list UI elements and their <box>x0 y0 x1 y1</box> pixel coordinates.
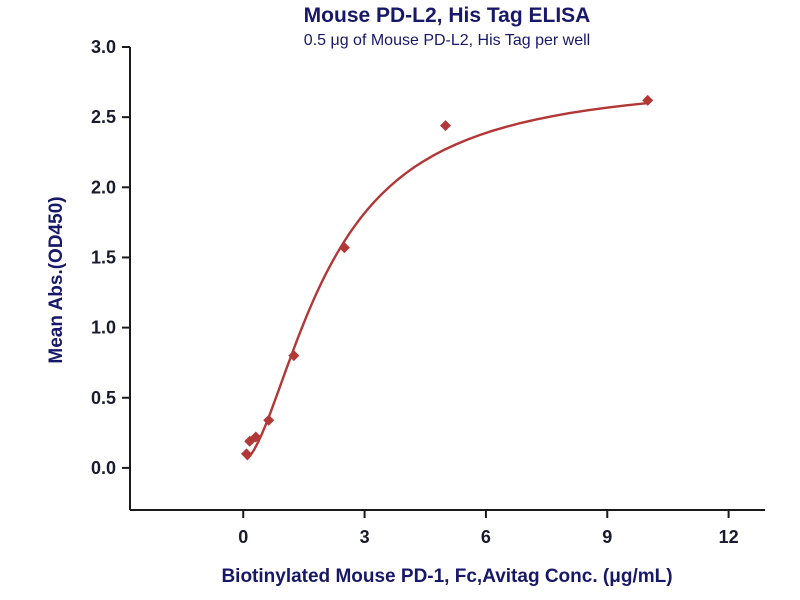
y-tick-label: 0.5 <box>91 388 116 408</box>
y-axis-label: Mean Abs.(OD450) <box>46 196 67 364</box>
y-tick-label: 2.0 <box>91 177 116 197</box>
x-axis-label: Biotinylated Mouse PD-1, Fc,Avitag Conc.… <box>221 566 673 587</box>
data-point-marker <box>250 431 262 443</box>
x-tick-label: 6 <box>481 527 491 547</box>
x-tick-label: 12 <box>719 527 739 547</box>
x-tick-label: 0 <box>238 527 248 547</box>
data-point-marker <box>338 242 350 254</box>
chart-title: Mouse PD-L2, His Tag ELISA <box>303 4 591 27</box>
data-point-marker <box>439 120 451 132</box>
data-point-marker <box>240 448 252 460</box>
y-tick-label: 2.5 <box>91 107 116 127</box>
data-point-marker <box>288 350 300 362</box>
y-tick-label: 1.5 <box>91 247 116 267</box>
y-tick-label: 3.0 <box>91 37 116 57</box>
data-point-marker <box>642 94 654 106</box>
chart-subtitle: 0.5 μg of Mouse PD-L2, His Tag per well <box>303 32 591 49</box>
fit-curve <box>245 101 648 461</box>
x-tick-label: 3 <box>360 527 370 547</box>
x-tick-label: 9 <box>602 527 612 547</box>
y-tick-label: 1.0 <box>91 318 116 338</box>
y-tick-label: 0.0 <box>91 458 116 478</box>
data-point-marker <box>263 414 275 426</box>
